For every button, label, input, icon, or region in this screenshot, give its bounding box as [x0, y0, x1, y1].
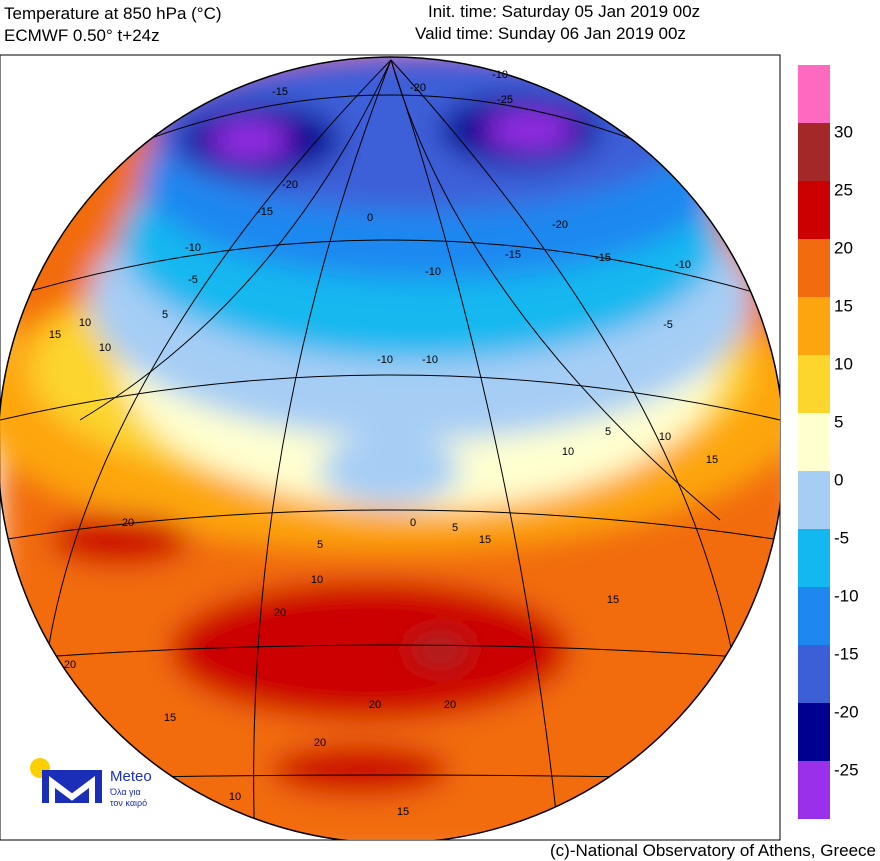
contour-label: 20	[64, 659, 76, 671]
contour-label: -15	[595, 252, 611, 264]
contour-label: 10	[659, 431, 671, 443]
contour-label: 20	[444, 699, 456, 711]
colorbar-tick-label: 20	[834, 238, 853, 257]
contour-label: 15	[164, 712, 176, 724]
credit: (c)-National Observatory of Athens, Gree…	[550, 841, 876, 860]
colorbar-box	[798, 587, 830, 645]
colorbar-tick-label: -25	[834, 760, 859, 779]
colorbar-box	[798, 123, 830, 181]
colorbar-box	[798, 645, 830, 703]
colorbar-tick-label: 30	[834, 122, 853, 141]
colorbar-tick-label: 5	[834, 412, 843, 431]
contour-label: -5	[663, 319, 673, 331]
logo: Meteo Όλα για τον καιρό	[30, 758, 152, 808]
contour-label: 10	[562, 446, 574, 458]
logo-tagline: Όλα για	[109, 787, 141, 797]
contour-label: -10	[675, 259, 691, 271]
contour-label: -10	[185, 242, 201, 254]
contour-label: 20	[314, 737, 326, 749]
contour-label: -5	[188, 274, 198, 286]
contour-label: -15	[505, 249, 521, 261]
contour-label: 15	[479, 534, 491, 546]
colorbar-box	[798, 239, 830, 297]
contour-label: 10	[79, 317, 91, 329]
contour-label: -15	[257, 206, 273, 218]
init-time: Init. time: Saturday 05 Jan 2019 00z	[428, 2, 700, 21]
contour-label: 20	[274, 607, 286, 619]
contour-label: 20	[122, 517, 134, 529]
valid-time: Valid time: Sunday 06 Jan 2019 00z	[415, 24, 686, 43]
contour-label: -20	[552, 219, 568, 231]
contour-label: 5	[317, 539, 323, 551]
contour-label: -10	[422, 354, 438, 366]
colorbar-tick-label: 25	[834, 180, 853, 199]
colorbar-tick-label: -5	[834, 528, 849, 547]
contour-label: -20	[282, 179, 298, 191]
colorbar-box	[798, 413, 830, 471]
contour-label: -20	[410, 82, 426, 94]
contour-label: 5	[605, 426, 611, 438]
contour-label: 15	[49, 329, 61, 341]
colorbar-box	[798, 703, 830, 761]
contour-label: 10	[229, 791, 241, 803]
logo-tagline: τον καιρό	[110, 798, 147, 808]
colorbar-tick-label: 15	[834, 296, 853, 315]
contour-label: 10	[311, 574, 323, 586]
contour-label: 10	[99, 342, 111, 354]
colorbar-box	[798, 65, 830, 123]
model-info: ECMWF 0.50° t+24z	[4, 26, 160, 45]
colorbar-box	[798, 297, 830, 355]
contour-label: 20	[369, 699, 381, 711]
colorbar-box	[798, 181, 830, 239]
contour-label: 5	[452, 522, 458, 534]
title: Temperature at 850 hPa (°C)	[4, 4, 222, 23]
logo-name: Meteo	[110, 768, 152, 785]
contour-label: 15	[397, 806, 409, 818]
colorbar-box	[798, 529, 830, 587]
colorbar-box	[798, 761, 830, 819]
temperature-field	[0, 57, 780, 840]
colorbar-box	[798, 355, 830, 413]
contour-label: -10	[377, 354, 393, 366]
colorbar-tick-label: 0	[834, 470, 843, 489]
contour-label: 0	[410, 517, 416, 529]
colorbar-tick-label: -10	[834, 586, 859, 605]
contour-label: -10	[425, 266, 441, 278]
contour-label: 5	[162, 309, 168, 321]
colorbar-tick-label: -15	[834, 644, 859, 663]
colorbar-tick-label: 10	[834, 354, 853, 373]
colorbar-box	[798, 471, 830, 529]
contour-label: -10	[492, 69, 508, 81]
colorbar-tick-label: -20	[834, 702, 859, 721]
contour-label: 15	[706, 454, 718, 466]
contour-label: 15	[607, 594, 619, 606]
contour-label: -25	[497, 94, 513, 106]
contour-label: 0	[367, 212, 373, 224]
contour-label: -15	[272, 86, 288, 98]
globe: -10 -15 -20 -25 -20 -15 -10 -5 0 -10 -15 -20 -15 -10 -…	[0, 56, 780, 840]
